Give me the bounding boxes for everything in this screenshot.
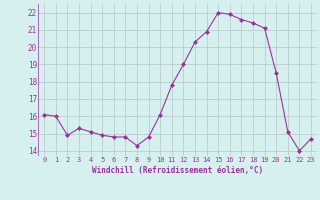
X-axis label: Windchill (Refroidissement éolien,°C): Windchill (Refroidissement éolien,°C) bbox=[92, 166, 263, 175]
